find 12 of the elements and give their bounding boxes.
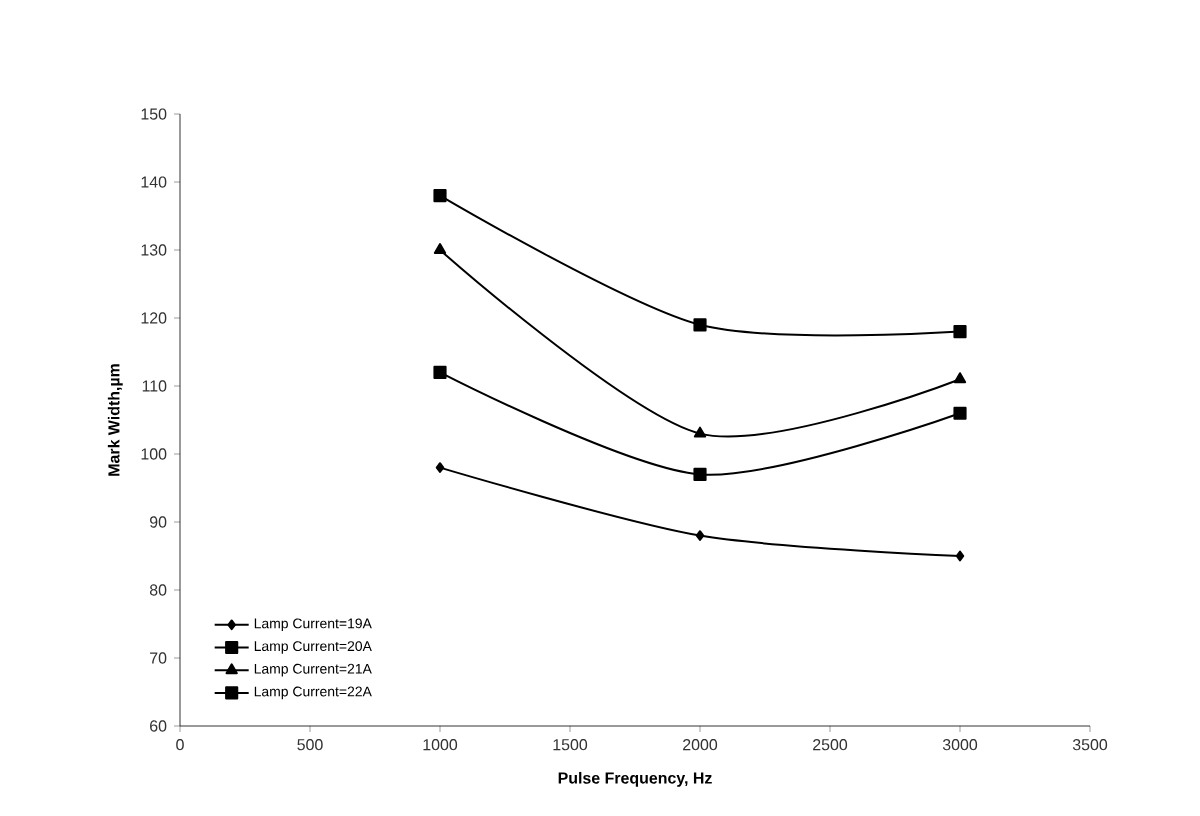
point <box>435 462 445 473</box>
point <box>953 325 967 339</box>
point <box>433 365 447 379</box>
point <box>433 243 447 254</box>
point <box>955 550 965 562</box>
point <box>693 318 707 332</box>
point <box>695 530 705 541</box>
point <box>953 372 967 384</box>
point <box>693 467 707 481</box>
point <box>433 189 447 203</box>
point <box>953 406 967 420</box>
point <box>693 426 707 438</box>
